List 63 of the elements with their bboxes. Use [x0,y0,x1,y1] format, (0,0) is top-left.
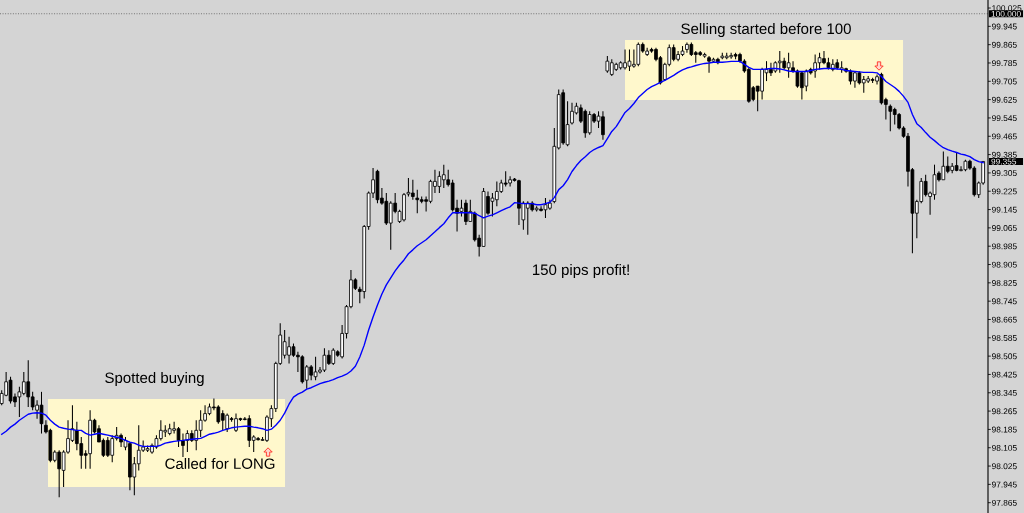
y-tick-label: 99.945 [992,23,1017,30]
y-tick-label: 99.465 [992,133,1017,140]
candlestick [786,52,791,79]
y-tick-label: 98.185 [992,426,1017,433]
candlestick [388,200,393,251]
candlestick [220,409,225,431]
y-tick-label: 99.065 [992,225,1017,231]
y-tick-label: 98.345 [992,389,1017,396]
annotation: Spotted buying [105,372,204,386]
candlestick [185,429,190,453]
candlestick [39,391,44,435]
candlestick [804,68,809,92]
annotation: Called for LONG [165,457,275,470]
y-tick-label: 99.305 [992,170,1017,177]
y-tick-label: 98.825 [992,280,1017,286]
candlestick [587,110,592,136]
candlestick [941,150,946,181]
y-tick-label: 98.265 [992,408,1017,415]
candlestick [8,376,13,405]
y-tick-label: 98.025 [992,463,1017,470]
y-tick-label: 97.865 [992,499,1017,506]
ref-line-label: 100.000 [991,10,1021,17]
y-tick-label: 99.625 [992,96,1017,103]
candlestick [322,347,327,373]
annotation: 150 pips profit! [532,264,629,279]
y-tick-label: 98.905 [992,261,1017,268]
annotation: Selling started before 100 [681,23,851,37]
y-tick-label: 99.865 [992,41,1017,48]
text: 99.355 [991,158,1017,165]
candlestick [627,48,632,72]
candlestick [110,434,115,463]
y-tick-label: 99.145 [992,206,1017,213]
y-tick-label: 99.385 [992,151,1017,158]
candlestick [105,436,110,458]
candlestick [636,42,641,67]
candlestick [21,371,26,396]
y-tick-label: 100.025 [992,5,1022,12]
candlestick [26,359,31,408]
y-tick-label: 99.705 [992,78,1017,85]
candlestick [415,189,420,214]
y-tick-label: 98.585 [992,335,1017,341]
candlestick [194,419,199,451]
y-tick-label: 99.545 [992,115,1017,122]
candlestick [313,356,318,381]
candlestick [441,164,446,189]
y-tick-label: 98.665 [992,316,1017,323]
y-tick-label: 98.105 [992,444,1017,451]
y-tick-label: 98.745 [992,298,1017,305]
y-tick-label: 98.425 [992,371,1017,378]
candlestick [525,200,530,236]
candlestick [247,414,252,448]
y-tick-label: 98.985 [992,243,1017,250]
y-tick-label: 99.225 [992,188,1017,195]
y-tick-label: 97.945 [992,481,1017,488]
candlestick [543,197,548,219]
candlestick [777,50,782,74]
candlestick [57,449,62,498]
candlestick [384,192,389,226]
y-tick-label: 99.785 [992,60,1017,67]
candlestick [437,170,442,194]
y-tick-label: 98.505 [992,353,1017,360]
candlestick [198,409,203,438]
candlestick [583,108,588,139]
